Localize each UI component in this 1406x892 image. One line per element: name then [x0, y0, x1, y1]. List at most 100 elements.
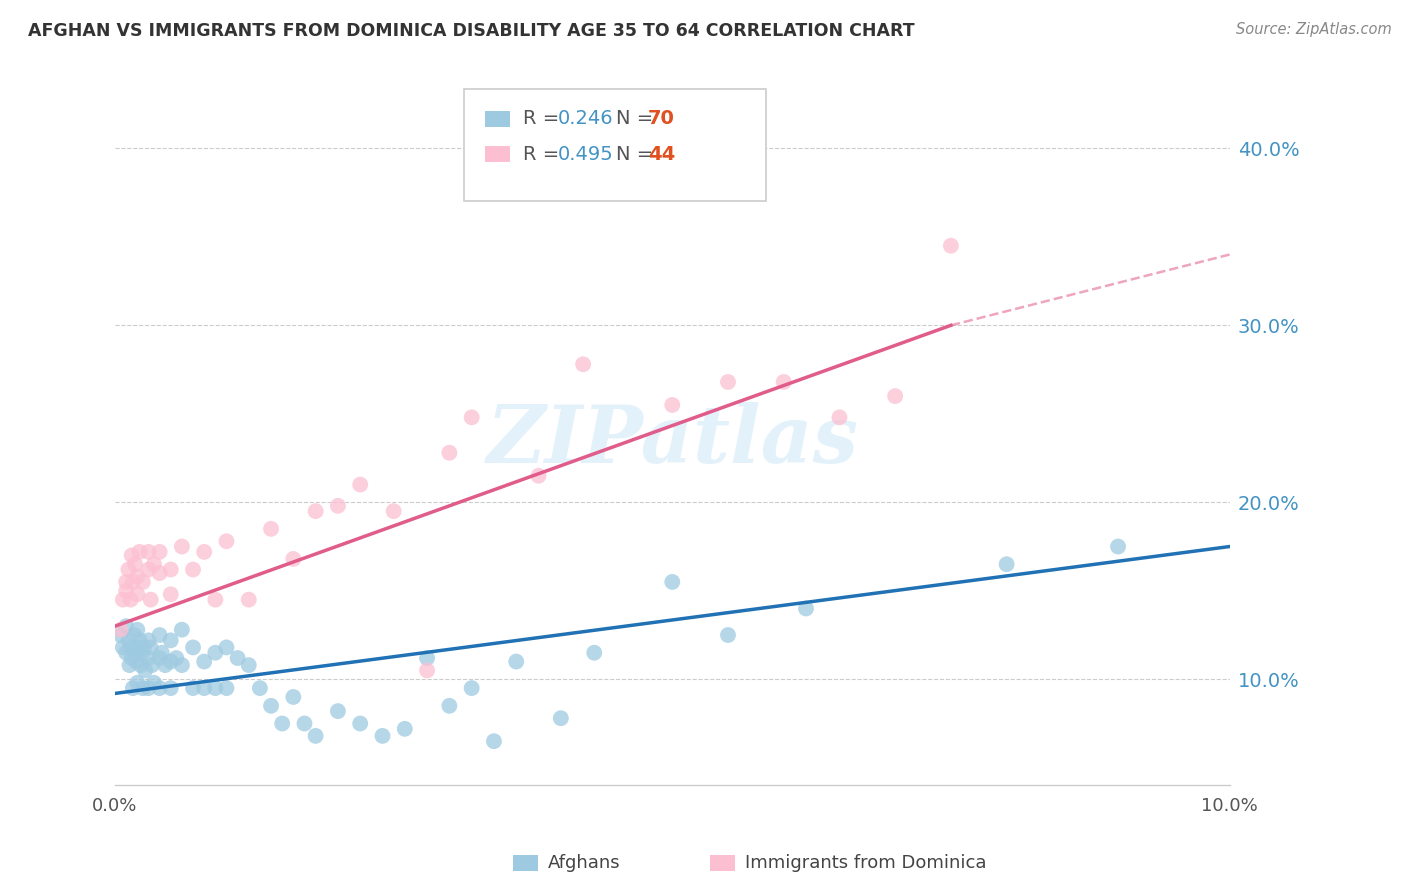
Point — [181, 563, 204, 577]
Point — [995, 558, 1018, 572]
Point — [110, 628, 132, 642]
Point — [122, 628, 145, 642]
Point — [111, 640, 134, 655]
Point — [121, 651, 143, 665]
Point — [115, 646, 138, 660]
Point — [127, 623, 149, 637]
Point — [794, 601, 817, 615]
Point — [416, 651, 439, 665]
Point — [115, 583, 138, 598]
Point — [204, 646, 226, 660]
Text: R =: R = — [523, 109, 565, 128]
Point — [159, 681, 181, 695]
Point — [159, 563, 181, 577]
Point — [141, 658, 163, 673]
Point — [939, 238, 962, 252]
Point — [128, 633, 150, 648]
Point — [416, 664, 439, 678]
Point — [193, 681, 215, 695]
Point — [349, 716, 371, 731]
Point — [460, 681, 482, 695]
Point — [181, 681, 204, 695]
Point — [572, 357, 595, 371]
Point — [1107, 540, 1129, 554]
Point — [159, 587, 181, 601]
Point — [482, 734, 505, 748]
Point — [717, 628, 740, 642]
Point — [527, 468, 550, 483]
Point — [283, 552, 305, 566]
Point — [132, 640, 155, 655]
Point — [238, 592, 260, 607]
Point — [150, 646, 173, 660]
Point — [326, 499, 349, 513]
Point — [349, 477, 371, 491]
Point — [193, 655, 215, 669]
Point — [115, 619, 138, 633]
Point — [111, 592, 134, 607]
Point — [382, 504, 405, 518]
Point — [128, 545, 150, 559]
Point — [149, 545, 172, 559]
Point — [149, 681, 172, 695]
Point — [127, 640, 149, 655]
Point — [170, 658, 193, 673]
Point — [138, 681, 160, 695]
Point — [149, 566, 172, 580]
Point — [127, 569, 149, 583]
Point — [505, 655, 527, 669]
Point — [159, 655, 181, 669]
Point — [661, 398, 683, 412]
Point — [127, 587, 149, 601]
Point — [117, 563, 139, 577]
Text: 70: 70 — [648, 109, 675, 128]
Point — [143, 675, 166, 690]
Point — [249, 681, 271, 695]
Point — [134, 664, 156, 678]
Point — [118, 658, 141, 673]
Point — [170, 540, 193, 554]
Point — [115, 574, 138, 589]
Text: Afghans: Afghans — [548, 854, 621, 871]
Point — [215, 534, 238, 549]
Point — [159, 633, 181, 648]
Point — [371, 729, 394, 743]
Point — [139, 640, 162, 655]
Point — [884, 389, 907, 403]
Point — [120, 640, 142, 655]
Point — [120, 592, 142, 607]
Point — [661, 574, 683, 589]
Point — [215, 640, 238, 655]
Point — [550, 711, 572, 725]
Point — [138, 633, 160, 648]
Point — [460, 410, 482, 425]
Point — [125, 655, 148, 669]
Point — [149, 651, 172, 665]
Text: 0.246: 0.246 — [558, 109, 614, 128]
Point — [139, 592, 162, 607]
Text: 44: 44 — [648, 145, 675, 164]
Point — [772, 375, 794, 389]
Point — [153, 658, 176, 673]
Point — [181, 640, 204, 655]
Point — [215, 681, 238, 695]
Point — [129, 658, 152, 673]
Point — [170, 623, 193, 637]
Text: Immigrants from Dominica: Immigrants from Dominica — [745, 854, 987, 871]
Point — [143, 558, 166, 572]
Point — [110, 623, 132, 637]
Point — [238, 658, 260, 673]
Text: N =: N = — [616, 145, 659, 164]
Text: ZIPatlas: ZIPatlas — [486, 401, 858, 479]
Point — [149, 628, 172, 642]
Point — [204, 681, 226, 695]
Point — [138, 545, 160, 559]
Point — [193, 545, 215, 559]
Point — [121, 549, 143, 563]
Point — [304, 504, 326, 518]
Point — [131, 646, 153, 660]
Point — [326, 704, 349, 718]
Point — [271, 716, 294, 731]
Point — [204, 592, 226, 607]
Point — [828, 410, 851, 425]
